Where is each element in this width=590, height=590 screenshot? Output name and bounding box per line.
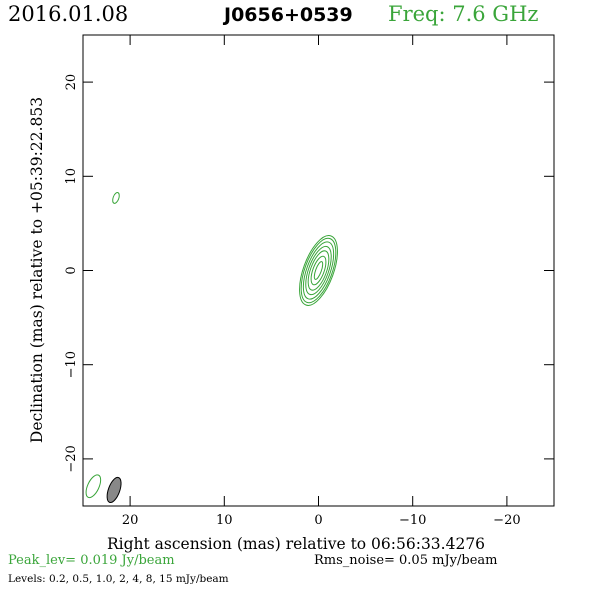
y-tick-label: −20 (64, 445, 79, 472)
x-tick-label: −20 (493, 513, 520, 528)
observation-date: 2016.01.08 (8, 2, 129, 26)
source-contour (302, 241, 335, 300)
source-contour (307, 250, 330, 291)
source-contour (313, 261, 324, 280)
x-tick-label: −10 (399, 513, 426, 528)
y-tick-label: 10 (64, 168, 79, 185)
y-tick-label: 0 (64, 266, 79, 274)
y-tick-label: 20 (64, 74, 79, 91)
source-contour (305, 245, 332, 296)
source-contour (300, 237, 337, 304)
x-tick-label: 10 (216, 513, 233, 528)
peak-level: Peak_lev= 0.019 Jy/beam (8, 553, 175, 568)
source-name: J0656+0539 (224, 4, 353, 26)
beam-ellipse (106, 476, 122, 504)
plot-frame (82, 34, 555, 507)
noise-contour (112, 192, 120, 204)
noise-contour (85, 474, 102, 499)
y-tick-label: −10 (64, 351, 79, 378)
rms-noise: Rms_noise= 0.05 mJy/beam (314, 553, 498, 568)
x-tick-label: 0 (314, 513, 322, 528)
tick-label-layer: 20 10 0 −10 −20 −20 −10 0 10 20 (64, 74, 521, 528)
x-axis-label: Right ascension (mas) relative to 06:56:… (107, 535, 485, 553)
y-axis-label: Declination (mas) relative to +05:39:22.… (28, 97, 46, 443)
contour-layer (85, 192, 338, 504)
source-contour (299, 235, 338, 306)
frequency-label: Freq: 7.6 GHz (388, 2, 539, 26)
contour-levels: Levels: 0.2, 0.5, 1.0, 2, 4, 8, 15 mJy/b… (8, 573, 229, 585)
source-contour (310, 255, 327, 286)
x-tick-label: 20 (122, 513, 139, 528)
tick-layer (83, 35, 554, 506)
